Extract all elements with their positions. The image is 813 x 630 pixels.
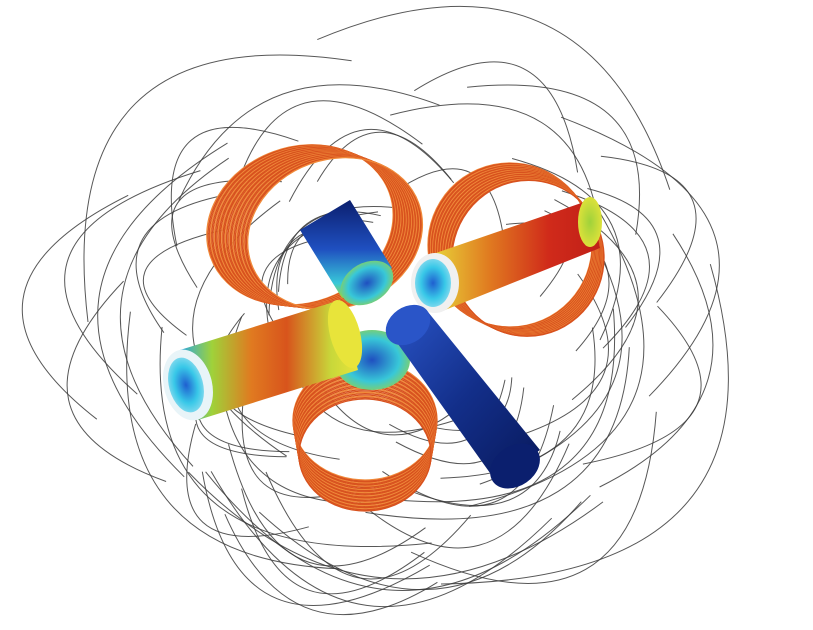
field-line	[440, 263, 729, 585]
field-line	[142, 229, 225, 336]
field-line	[317, 5, 671, 190]
field-line	[83, 54, 352, 323]
field-line	[97, 142, 228, 478]
field-line	[186, 423, 309, 537]
field-line	[560, 116, 720, 397]
field-line	[356, 443, 570, 549]
field-line	[599, 233, 714, 488]
field-line	[396, 308, 615, 503]
field-line	[21, 194, 129, 420]
field-line	[468, 213, 645, 507]
field-line	[224, 513, 438, 615]
field-line	[228, 444, 426, 567]
field-line	[135, 194, 226, 333]
field-line	[258, 501, 582, 591]
field-line	[126, 311, 339, 570]
field-line	[316, 131, 452, 182]
field-line	[365, 347, 630, 520]
field-line	[170, 126, 299, 247]
field-line	[288, 129, 455, 202]
coil-winding	[298, 398, 432, 512]
field-line	[66, 280, 167, 482]
field-line	[410, 411, 657, 584]
rod-left	[163, 299, 363, 421]
coil-right	[427, 162, 605, 337]
field-line	[393, 168, 505, 244]
field-line	[278, 211, 381, 292]
field-line	[511, 158, 621, 341]
rod-right	[411, 197, 602, 313]
field-line	[268, 206, 416, 316]
coil-winding	[451, 179, 605, 337]
field-line	[241, 488, 425, 595]
field-line	[440, 327, 596, 479]
field-line	[64, 170, 201, 395]
field-line	[120, 157, 229, 467]
field-line	[178, 84, 440, 201]
field-line	[587, 188, 661, 328]
field-line	[414, 61, 579, 173]
field-line	[159, 326, 432, 547]
field-line	[205, 471, 591, 591]
field-line	[210, 471, 553, 608]
field-line	[467, 84, 640, 235]
coil-top-left	[206, 144, 424, 311]
rod-front-dark	[385, 304, 540, 489]
rod-top-back	[300, 200, 394, 306]
field-lines	[21, 5, 729, 615]
